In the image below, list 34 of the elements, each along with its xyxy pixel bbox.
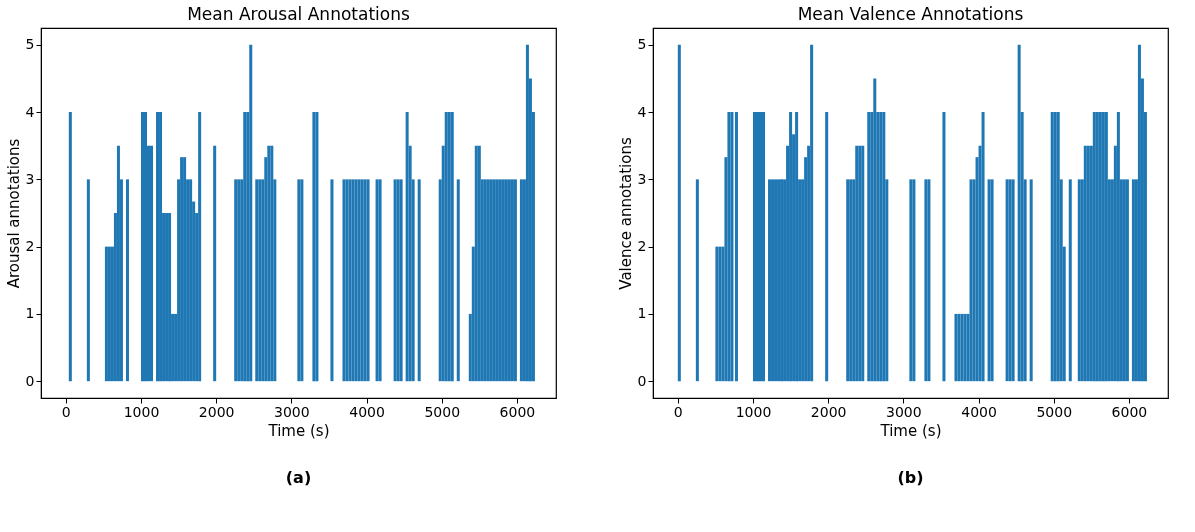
x-tick-label: 0 <box>61 403 71 420</box>
x-tick-label: 5000 <box>424 403 461 420</box>
y-tick-label: 0 <box>25 372 35 389</box>
y-tick-label: 2 <box>25 238 35 255</box>
x-tick-label: 2000 <box>198 403 235 420</box>
x-tick-label: 1000 <box>123 403 160 420</box>
y-tick-label: 3 <box>637 170 647 187</box>
y-tick-label: 5 <box>25 36 35 53</box>
x-tick-label: 0 <box>673 403 683 420</box>
chart-title: Mean Valence Annotations <box>797 4 1024 24</box>
text: (b) <box>897 468 924 487</box>
y-axis-title: Valence annotations <box>616 137 635 290</box>
x-axis-title: Time (s) <box>879 421 942 440</box>
x-tick-label: 4000 <box>961 403 997 420</box>
y-tick-label: 4 <box>637 103 647 120</box>
x-tick-label: 6000 <box>1111 403 1148 420</box>
y-tick-label: 4 <box>25 103 35 120</box>
x-tick-label: 6000 <box>499 403 536 420</box>
x-tick-label: 3000 <box>274 403 310 420</box>
y-tick-label: 1 <box>637 305 647 322</box>
y-tick-label: 5 <box>637 36 647 53</box>
x-tick-label: 3000 <box>886 403 922 420</box>
x-tick-label: 4000 <box>349 403 385 420</box>
y-tick-label: 2 <box>637 238 647 255</box>
x-axis-title: Time (s) <box>267 421 330 440</box>
y-axis-title: Arousal annotations <box>4 138 23 289</box>
y-tick-label: 1 <box>25 305 35 322</box>
y-tick-label: 3 <box>25 170 35 187</box>
chart-title: Mean Arousal Annotations <box>187 4 410 24</box>
x-tick-label: 2000 <box>810 403 847 420</box>
x-tick-label: 5000 <box>1036 403 1073 420</box>
text: (a) <box>285 468 312 487</box>
y-tick-label: 0 <box>637 372 647 389</box>
x-tick-label: 1000 <box>735 403 772 420</box>
